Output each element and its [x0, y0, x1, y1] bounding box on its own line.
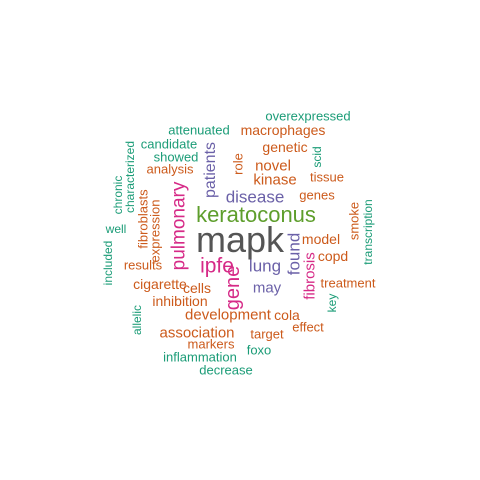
word-included: included	[101, 240, 115, 286]
word-allelic: allelic	[130, 304, 144, 336]
word-genetic: genetic	[262, 139, 308, 155]
word-scid: scid	[310, 146, 324, 168]
word-chronic: chronic	[111, 175, 125, 215]
word-well: well	[105, 222, 127, 236]
word-results: results	[123, 257, 163, 273]
word-foxo: foxo	[246, 342, 272, 358]
word-attenuated: attenuated	[168, 122, 230, 138]
word-kinase: kinase	[253, 171, 297, 189]
word-novel: novel	[255, 157, 291, 175]
word-characterized: characterized	[123, 140, 137, 214]
word-overexpressed: overexpressed	[265, 108, 351, 124]
word-target: target	[250, 326, 284, 342]
word-cola: cola	[274, 307, 300, 323]
word-model: model	[301, 231, 341, 247]
word-lung: lung	[248, 256, 282, 276]
word-smoke: smoke	[346, 201, 362, 241]
word-development: development	[185, 306, 271, 324]
word-mapk: mapk	[195, 219, 285, 260]
word-copd: copd	[317, 248, 349, 264]
word-inhibition: inhibition	[152, 293, 208, 309]
word-inflammation: inflammation	[163, 349, 237, 365]
word-association: association	[159, 324, 235, 342]
word-role: role	[230, 153, 246, 175]
word-patients: patients	[202, 141, 219, 199]
word-treatment: treatment	[320, 275, 376, 291]
word-tissue: tissue	[310, 169, 344, 185]
word-fibroblasts: fibroblasts	[135, 189, 151, 249]
word-transcription: transcription	[361, 199, 375, 265]
word-pulmonary: pulmonary	[168, 181, 190, 271]
word-candidate: candidate	[140, 136, 198, 152]
word-cigarette: cigarette	[133, 276, 187, 292]
word-keratoconus: keratoconus	[196, 202, 316, 227]
word-decrease: decrease	[199, 362, 253, 378]
word-markers: markers	[187, 336, 235, 352]
word-cells: cells	[182, 280, 212, 296]
word-may: may	[252, 279, 282, 297]
word-key: key	[325, 293, 339, 313]
word-fibrosis: fibrosis	[301, 252, 319, 300]
word-disease: disease	[225, 187, 285, 207]
word-gene: gene	[222, 265, 244, 311]
word-genes: genes	[299, 187, 335, 203]
word-analysis: analysis	[146, 161, 194, 177]
word-ipfe: ipfe	[200, 254, 234, 278]
word-showed: showed	[153, 149, 199, 165]
word-macrophages: macrophages	[240, 122, 326, 138]
word-effect: effect	[292, 319, 324, 335]
word-found: found	[284, 232, 304, 276]
